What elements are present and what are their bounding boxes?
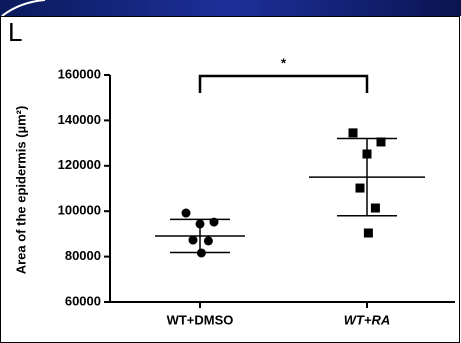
panel-label: L	[8, 17, 22, 47]
image-strip	[0, 0, 461, 16]
data-point	[189, 236, 198, 245]
data-point	[349, 128, 358, 137]
x-tick-label: WT+DMSO	[167, 312, 234, 327]
chart: L Area of the epidermis (µm²) 60000 80000…	[0, 0, 461, 343]
significance-mark: *	[281, 55, 287, 70]
y-tick-label: 60000	[65, 293, 101, 308]
y-tick-label: 120000	[58, 157, 101, 172]
significance-bracket	[200, 76, 367, 93]
data-point	[371, 204, 380, 213]
data-point	[204, 236, 213, 245]
data-point	[364, 228, 373, 237]
data-point	[182, 209, 191, 218]
page: {"panel_label": "L", "chart_data": {"typ…	[0, 0, 461, 343]
y-axis-label: Area of the epidermis (µm²)	[13, 106, 28, 275]
y-tick-label: 80000	[65, 248, 101, 263]
y-tick-label: 140000	[58, 112, 101, 127]
y-tick-label: 100000	[58, 203, 101, 218]
y-tick-label: 160000	[58, 66, 101, 81]
data-point	[356, 184, 365, 193]
x-tick-label: WT+RA	[344, 312, 391, 327]
